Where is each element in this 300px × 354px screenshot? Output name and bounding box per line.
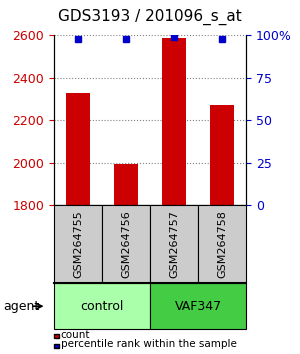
Bar xyxy=(162,38,186,205)
Text: VAF347: VAF347 xyxy=(174,300,222,313)
Bar xyxy=(210,105,234,205)
Text: percentile rank within the sample: percentile rank within the sample xyxy=(61,339,237,349)
Bar xyxy=(114,164,138,205)
Text: GSM264757: GSM264757 xyxy=(169,210,179,278)
Bar xyxy=(66,93,90,205)
Text: control: control xyxy=(80,300,124,313)
Text: agent: agent xyxy=(3,300,39,313)
Text: GSM264756: GSM264756 xyxy=(121,210,131,278)
Text: GSM264758: GSM264758 xyxy=(217,210,227,278)
Text: count: count xyxy=(61,330,90,339)
Text: GSM264755: GSM264755 xyxy=(73,210,83,278)
Text: GDS3193 / 201096_s_at: GDS3193 / 201096_s_at xyxy=(58,8,242,25)
